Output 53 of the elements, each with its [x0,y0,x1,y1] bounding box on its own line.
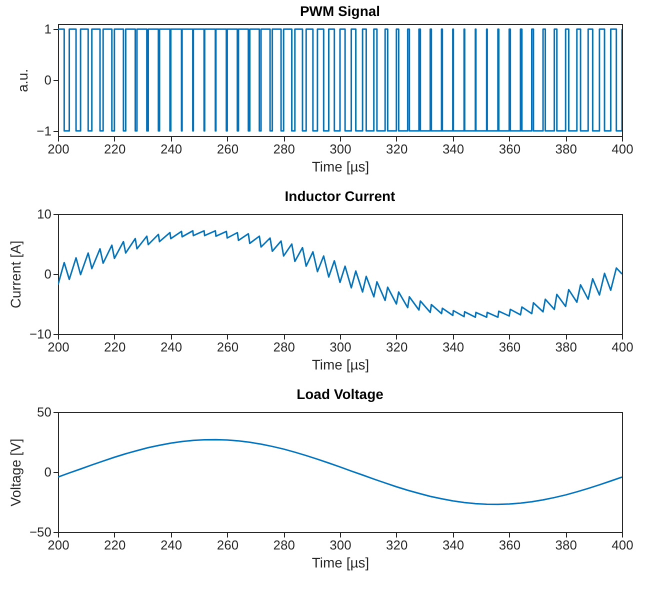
y-tick-label: −1 [36,123,52,138]
x-axis-title: Time [µs] [312,158,370,174]
x-tick-label: 380 [555,340,577,354]
y-tick-label: −50 [29,524,52,540]
x-tick-label: 200 [48,142,70,156]
x-axis-title: Time [µs] [312,356,370,372]
line-series [58,230,622,318]
y-tick-label: 0 [44,266,52,282]
y-axis-title: Current [A] [7,240,24,308]
x-tick-label: 200 [48,340,70,354]
x-tick-label: 400 [612,142,634,156]
x-tick-label: 260 [216,142,239,156]
x-tick-label: 220 [104,340,126,354]
x-tick-label: 360 [498,340,521,354]
x-tick-label: 320 [386,142,408,156]
x-tick-label: 280 [273,538,295,552]
x-tick-label: 380 [555,538,577,552]
x-tick-label: 400 [612,538,634,552]
x-tick-label: 320 [386,538,408,552]
y-tick-label: 10 [37,206,52,222]
x-tick-label: 240 [160,340,182,354]
x-tick-label: 400 [612,340,634,354]
x-tick-label: 380 [555,142,577,156]
x-tick-label: 360 [498,538,521,552]
x-tick-label: 260 [216,340,239,354]
x-tick-label: 300 [330,340,352,354]
x-tick-label: 240 [160,142,182,156]
x-tick-label: 340 [442,142,464,156]
x-tick-label: 300 [330,142,352,156]
x-tick-label: 320 [386,340,408,354]
x-tick-label: 340 [442,340,464,354]
y-tick-label: 0 [44,464,52,480]
y-tick-label: 0 [44,72,52,88]
chart-title: Inductor Current [284,188,396,204]
x-tick-label: 200 [48,538,70,552]
y-tick-label: −10 [29,326,52,342]
x-axis-title: Time [µs] [312,554,370,570]
x-tick-label: 280 [273,340,295,354]
chart-title: Load Voltage [296,386,384,402]
line-series [58,438,622,506]
y-axis-title: Voltage [V] [7,438,24,506]
x-tick-label: 260 [216,538,239,552]
x-tick-label: 340 [442,538,464,552]
x-tick-label: 220 [104,538,126,552]
x-tick-label: 240 [160,538,182,552]
x-tick-label: 300 [330,538,352,552]
y-tick-label: 50 [37,404,52,420]
x-tick-label: 280 [273,142,295,156]
x-tick-label: 220 [104,142,126,156]
chart-title: PWM Signal [300,3,380,20]
y-axis-title: a.u. [14,68,31,92]
x-tick-label: 360 [498,142,521,156]
y-tick-label: 1 [44,22,52,37]
